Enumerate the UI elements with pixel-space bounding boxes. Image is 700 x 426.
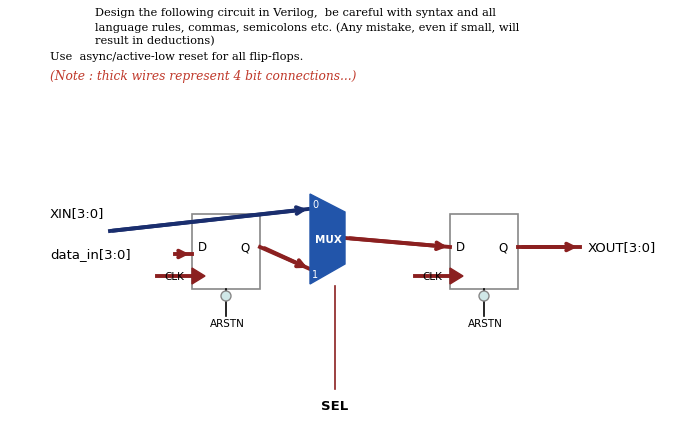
Text: Q: Q — [240, 241, 249, 254]
Text: data_in[3:0]: data_in[3:0] — [50, 248, 131, 261]
Text: ARSTN: ARSTN — [468, 318, 503, 328]
Text: (Note : thick wires represent 4 bit connections...): (Note : thick wires represent 4 bit conn… — [50, 70, 356, 83]
Polygon shape — [450, 268, 463, 284]
Text: language rules, commas, semicolons etc. (Any mistake, even if small, will: language rules, commas, semicolons etc. … — [95, 22, 519, 32]
Text: XOUT[3:0]: XOUT[3:0] — [588, 241, 656, 254]
Text: ARSTN: ARSTN — [210, 318, 245, 328]
Circle shape — [221, 291, 231, 301]
Text: 0: 0 — [312, 199, 318, 210]
Circle shape — [479, 291, 489, 301]
Polygon shape — [310, 195, 345, 284]
Text: Design the following circuit in Verilog,  be careful with syntax and all: Design the following circuit in Verilog,… — [95, 8, 496, 18]
Text: 1: 1 — [312, 269, 318, 279]
Text: Q: Q — [498, 241, 508, 254]
Text: SEL: SEL — [321, 399, 349, 412]
Text: MUX: MUX — [315, 234, 342, 245]
Bar — [192, 215, 260, 289]
Text: XIN[3:0]: XIN[3:0] — [50, 207, 104, 220]
Text: CLK: CLK — [164, 271, 184, 281]
Text: result in deductions): result in deductions) — [95, 36, 215, 46]
Text: D: D — [198, 241, 207, 254]
Text: D: D — [456, 241, 465, 254]
Text: CLK: CLK — [422, 271, 442, 281]
Text: Use  async/active-low reset for all flip-flops.: Use async/active-low reset for all flip-… — [50, 52, 303, 62]
Polygon shape — [192, 268, 205, 284]
Bar — [450, 215, 518, 289]
